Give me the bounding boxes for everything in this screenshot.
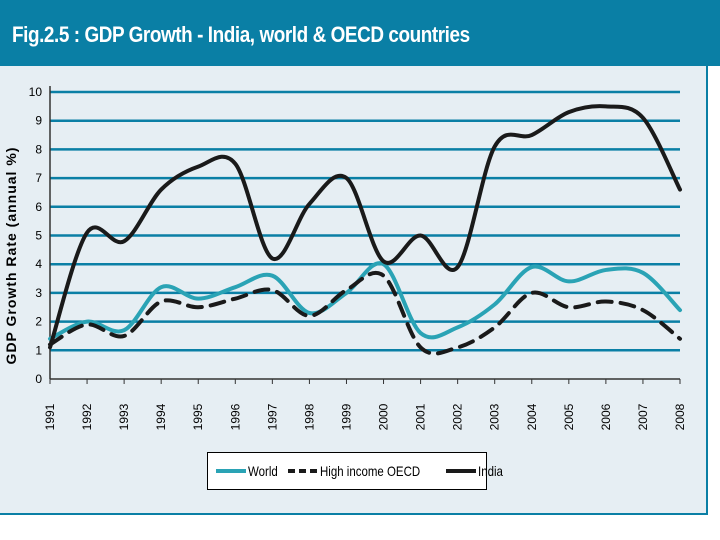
series-line-india — [48, 104, 682, 350]
x-tick-label: 1992 — [80, 403, 94, 430]
legend-label-world: World — [248, 463, 278, 479]
series-line-high-income-oecd — [48, 270, 682, 356]
y-tick-label: 1 — [35, 343, 42, 357]
y-tick-label: 4 — [35, 257, 42, 271]
chart-panel: 0 1 2 3 4 5 6 7 8 9 10 1991 1992 1993 1994 1995 1996 1997… — [0, 66, 708, 515]
series-line-world — [48, 261, 682, 341]
x-tick-label: 1994 — [154, 403, 168, 430]
chart-title: Fig.2.5 : GDP Growth - India, world & OE… — [12, 22, 470, 47]
x-tick-label: 2007 — [636, 403, 650, 430]
x-tick-label: 1991 — [43, 403, 57, 430]
y-tick-label: 5 — [35, 229, 42, 243]
legend-swatch-oecd — [288, 469, 319, 473]
y-tick-label: 2 — [35, 315, 42, 329]
x-tick-label: 2004 — [525, 403, 539, 430]
x-tick-label: 2006 — [599, 403, 613, 430]
y-tick-label: 0 — [35, 372, 42, 386]
x-tick-label: 2002 — [451, 403, 465, 430]
x-tick-label: 1998 — [302, 403, 316, 430]
x-tick-label: 1993 — [117, 403, 131, 430]
legend-label-oecd: High income OECD — [320, 463, 421, 479]
x-tick-label: 2008 — [673, 403, 687, 430]
legend-item-india: India — [446, 463, 508, 479]
x-tick-label: 1999 — [339, 403, 353, 430]
x-tick-label: 2003 — [488, 403, 502, 430]
x-tick-label: 2000 — [377, 403, 391, 430]
x-tick-label: 1995 — [191, 403, 205, 430]
legend-swatch-world — [216, 469, 246, 473]
y-axis-title: GDP Growth Rate (annual %) — [3, 147, 19, 365]
legend-item-oecd: High income OECD — [288, 463, 442, 479]
y-tick-label: 8 — [35, 142, 42, 156]
y-tick-label: 10 — [29, 85, 43, 99]
legend-swatch-india — [446, 469, 477, 473]
title-bar: Fig.2.5 : GDP Growth - India, world & OE… — [0, 0, 720, 66]
chart-plot: 0 1 2 3 4 5 6 7 8 9 10 1991 1992 1993 1994 1995 1996 1997… — [3, 85, 687, 430]
y-tick-label: 9 — [35, 114, 42, 128]
y-tick-label: 7 — [35, 171, 42, 185]
legend-item-world: World — [216, 463, 284, 479]
x-tick-label: 2001 — [414, 403, 428, 430]
y-tick-label: 6 — [35, 200, 42, 214]
legend-label-india: India — [478, 463, 504, 479]
x-tick-label: 2005 — [562, 403, 576, 430]
y-tick-label: 3 — [35, 286, 42, 300]
x-tick-label: 1997 — [265, 403, 279, 430]
legend: World High income OECD India — [207, 452, 503, 490]
x-tick-label: 1996 — [228, 403, 242, 430]
